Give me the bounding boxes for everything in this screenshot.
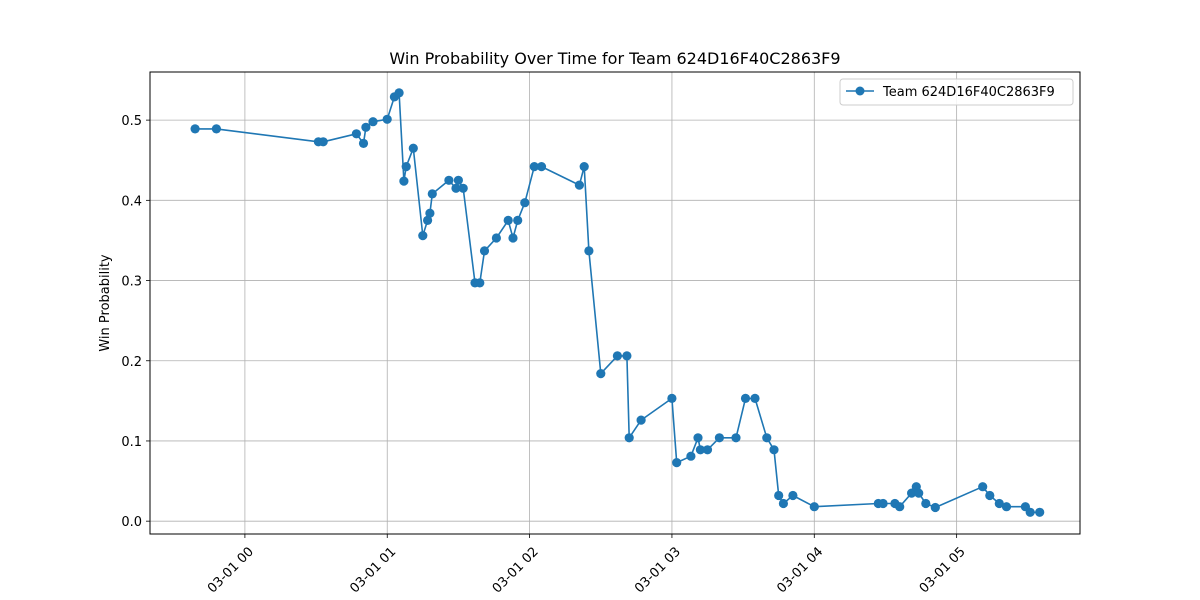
- data-point: [491, 233, 501, 243]
- data-point: [994, 498, 1004, 509]
- data-point: [513, 215, 523, 225]
- data-point: [427, 189, 437, 199]
- y-tick-label: 0.4: [121, 194, 142, 209]
- data-point: [914, 488, 924, 498]
- data-point: [612, 351, 623, 361]
- data-point: [318, 137, 328, 147]
- data-point: [529, 162, 539, 172]
- data-point: [667, 393, 677, 403]
- data-point: [508, 233, 518, 243]
- data-point: [596, 369, 606, 379]
- data-point: [351, 129, 361, 139]
- data-point: [686, 451, 696, 461]
- data-point: [714, 433, 725, 443]
- data-point: [985, 490, 995, 501]
- data-point: [458, 183, 468, 193]
- y-axis-label: Win Probability: [98, 254, 113, 352]
- data-point: [579, 162, 589, 172]
- data-point: [778, 498, 789, 509]
- data-point: [361, 122, 371, 132]
- data-point: [693, 433, 703, 443]
- data-point: [453, 175, 463, 185]
- y-tick-label: 0.5: [121, 114, 142, 129]
- data-point: [695, 445, 706, 455]
- y-axis-ticks: 0.0 0.1 0.2 0.3 0.4 0.5: [121, 114, 150, 530]
- data-point: [190, 124, 200, 134]
- data-point: [624, 433, 634, 443]
- data-point: [907, 488, 917, 498]
- data-point: [878, 498, 888, 509]
- data-point: [774, 490, 784, 501]
- data-point: [418, 231, 428, 241]
- legend: Team 624D16F40C2863F9: [839, 78, 1074, 106]
- data-point: [574, 180, 585, 190]
- data-point: [921, 498, 931, 509]
- data-point: [740, 393, 751, 403]
- data-point: [584, 246, 594, 256]
- data-point: [408, 143, 418, 153]
- legend-box: [839, 78, 1074, 106]
- data-point: [788, 490, 798, 501]
- data-point: [358, 138, 369, 148]
- legend-marker-swatch: [855, 86, 865, 96]
- y-tick-label: 0.3: [121, 275, 142, 290]
- data-point: [211, 124, 221, 134]
- data-point: [451, 183, 461, 193]
- data-point: [895, 502, 905, 512]
- plot-area: [150, 72, 1080, 534]
- y-tick-label: 0.0: [121, 515, 142, 530]
- data-point: [401, 162, 411, 172]
- data-point: [762, 433, 772, 443]
- data-point: [423, 215, 433, 225]
- data-point: [475, 278, 485, 288]
- data-point: [1025, 507, 1035, 517]
- plot-frame: [149, 71, 1081, 535]
- data-point: [622, 351, 632, 361]
- grid-lines: [150, 72, 1080, 534]
- data-point: [368, 117, 378, 127]
- data-point: [978, 482, 988, 492]
- data-point: [769, 445, 779, 455]
- legend-entry-label: Team 624D16F40C2863F9: [882, 85, 1055, 100]
- data-point: [809, 502, 819, 512]
- y-tick-label: 0.2: [121, 355, 142, 370]
- data-point: [636, 415, 646, 425]
- data-point: [382, 114, 392, 124]
- data-point: [536, 162, 547, 172]
- data-point: [444, 175, 454, 185]
- series-layer: [190, 88, 1045, 517]
- data-point: [479, 246, 490, 256]
- data-point: [399, 176, 409, 186]
- data-point: [394, 88, 404, 98]
- data-point: [1001, 502, 1012, 512]
- y-tick-label: 0.1: [121, 435, 142, 450]
- data-point: [750, 393, 760, 403]
- data-point: [672, 458, 682, 468]
- data-point: [503, 215, 513, 225]
- data-point: [930, 502, 940, 513]
- data-point: [1035, 507, 1045, 517]
- data-point: [702, 445, 713, 455]
- data-point: [520, 198, 530, 208]
- data-point: [731, 433, 741, 443]
- chart-title: Win Probability Over Time for Team 624D1…: [389, 49, 840, 68]
- data-point: [425, 208, 435, 218]
